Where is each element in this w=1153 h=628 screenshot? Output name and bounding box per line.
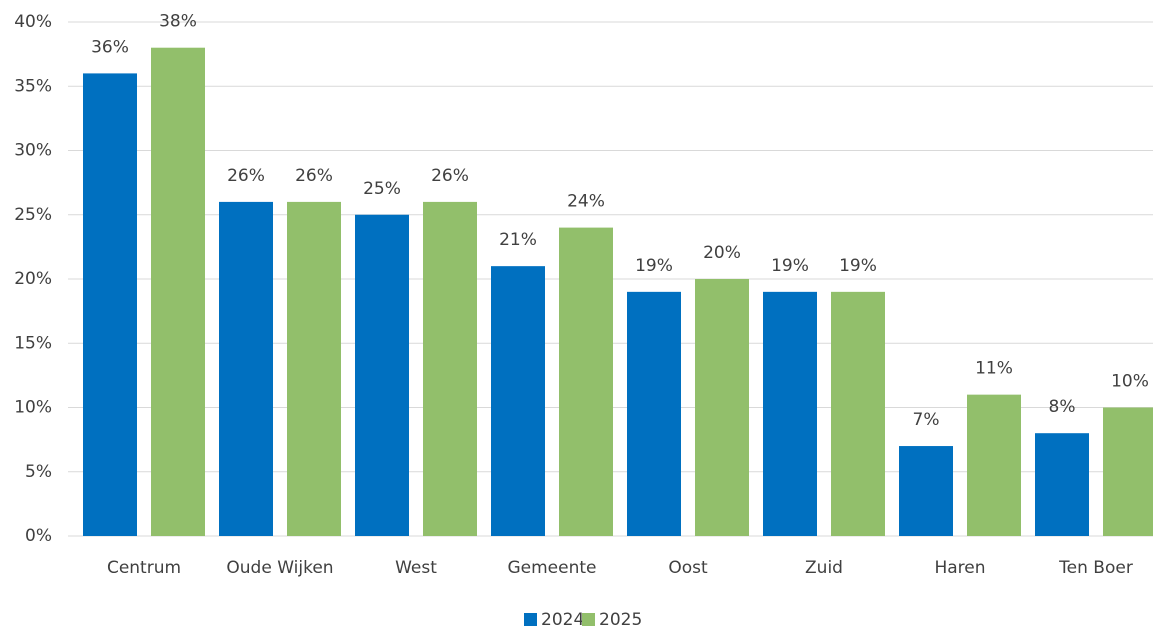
data-label: 8% [1049, 397, 1076, 417]
bar [695, 279, 749, 536]
data-label: 21% [499, 230, 537, 250]
bar [1035, 433, 1089, 536]
legend-label: 2025 [599, 610, 642, 628]
data-label: 19% [635, 256, 673, 276]
bar [967, 394, 1021, 536]
x-tick-label: West [395, 558, 437, 578]
bar [491, 266, 545, 536]
y-tick-label: 10% [14, 398, 52, 418]
bar [83, 73, 137, 537]
y-tick-label: 40% [14, 12, 52, 32]
legend-swatch [524, 613, 537, 626]
data-label: 38% [159, 12, 197, 32]
x-tick-label: Oost [668, 558, 708, 578]
data-label: 10% [1111, 372, 1149, 392]
x-tick-label: Centrum [107, 558, 181, 578]
x-tick-label: Zuid [805, 558, 843, 578]
legend-swatch [582, 613, 595, 626]
data-label: 20% [703, 243, 741, 263]
y-tick-label: 15% [14, 333, 52, 353]
bar [899, 446, 953, 536]
bar [219, 201, 273, 536]
bar [355, 214, 409, 536]
y-tick-label: 30% [14, 141, 52, 161]
bar [559, 227, 613, 536]
y-tick-label: 20% [14, 269, 52, 289]
data-label: 19% [771, 256, 809, 276]
bar [1103, 407, 1153, 536]
x-tick-label: Haren [934, 558, 985, 578]
data-label: 24% [567, 192, 605, 212]
x-tick-label: Oude Wijken [226, 558, 333, 578]
data-label: 26% [431, 166, 469, 186]
data-label: 19% [839, 256, 877, 276]
bar [423, 201, 477, 536]
bar [151, 47, 205, 536]
data-label: 26% [227, 166, 265, 186]
data-label: 25% [363, 179, 401, 199]
bar [287, 201, 341, 536]
data-label: 7% [913, 410, 940, 430]
y-tick-label: 0% [25, 526, 52, 546]
data-label: 11% [975, 359, 1013, 379]
x-tick-label: Gemeente [507, 558, 596, 578]
x-tick-label: Ten Boer [1058, 558, 1133, 578]
bar [763, 291, 817, 536]
y-tick-label: 25% [14, 205, 52, 225]
bar [831, 291, 885, 536]
data-label: 36% [91, 37, 129, 57]
y-tick-label: 35% [14, 76, 52, 96]
y-tick-label: 5% [25, 462, 52, 482]
data-label: 26% [295, 166, 333, 186]
bar [627, 291, 681, 536]
legend-label: 2024 [541, 610, 584, 628]
